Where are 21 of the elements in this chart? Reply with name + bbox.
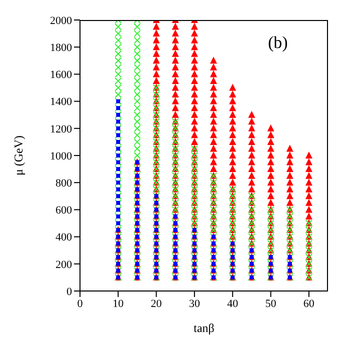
x-tick-label: 30 — [188, 298, 200, 310]
x-tick-label: 40 — [227, 298, 239, 310]
annotation: (b) — [268, 33, 288, 53]
y-tick-label: 1000 — [50, 150, 72, 162]
y-axis-title: μ (GeV) — [11, 135, 26, 176]
x-tick-label: 0 — [77, 298, 84, 310]
y-tick-label: 1400 — [50, 96, 72, 108]
y-tick-label: 2000 — [50, 14, 72, 27]
y-tick-label: 1800 — [50, 42, 72, 54]
y-tick-label: 600 — [56, 204, 72, 217]
y-tick-label: 200 — [56, 258, 72, 271]
y-tick-label: 1600 — [50, 69, 72, 82]
x-tick-label: 60 — [303, 298, 315, 310]
x-tick-label: 20 — [150, 298, 162, 310]
y-tick-label: 0 — [66, 286, 72, 298]
x-axis-title: tanβ — [194, 321, 214, 335]
x-tick-label: 50 — [265, 298, 277, 310]
y-tick-label: 400 — [56, 232, 72, 244]
y-tick-label: 1200 — [50, 123, 72, 136]
x-tick-label: 10 — [112, 298, 124, 310]
y-tick-label: 800 — [56, 178, 72, 190]
